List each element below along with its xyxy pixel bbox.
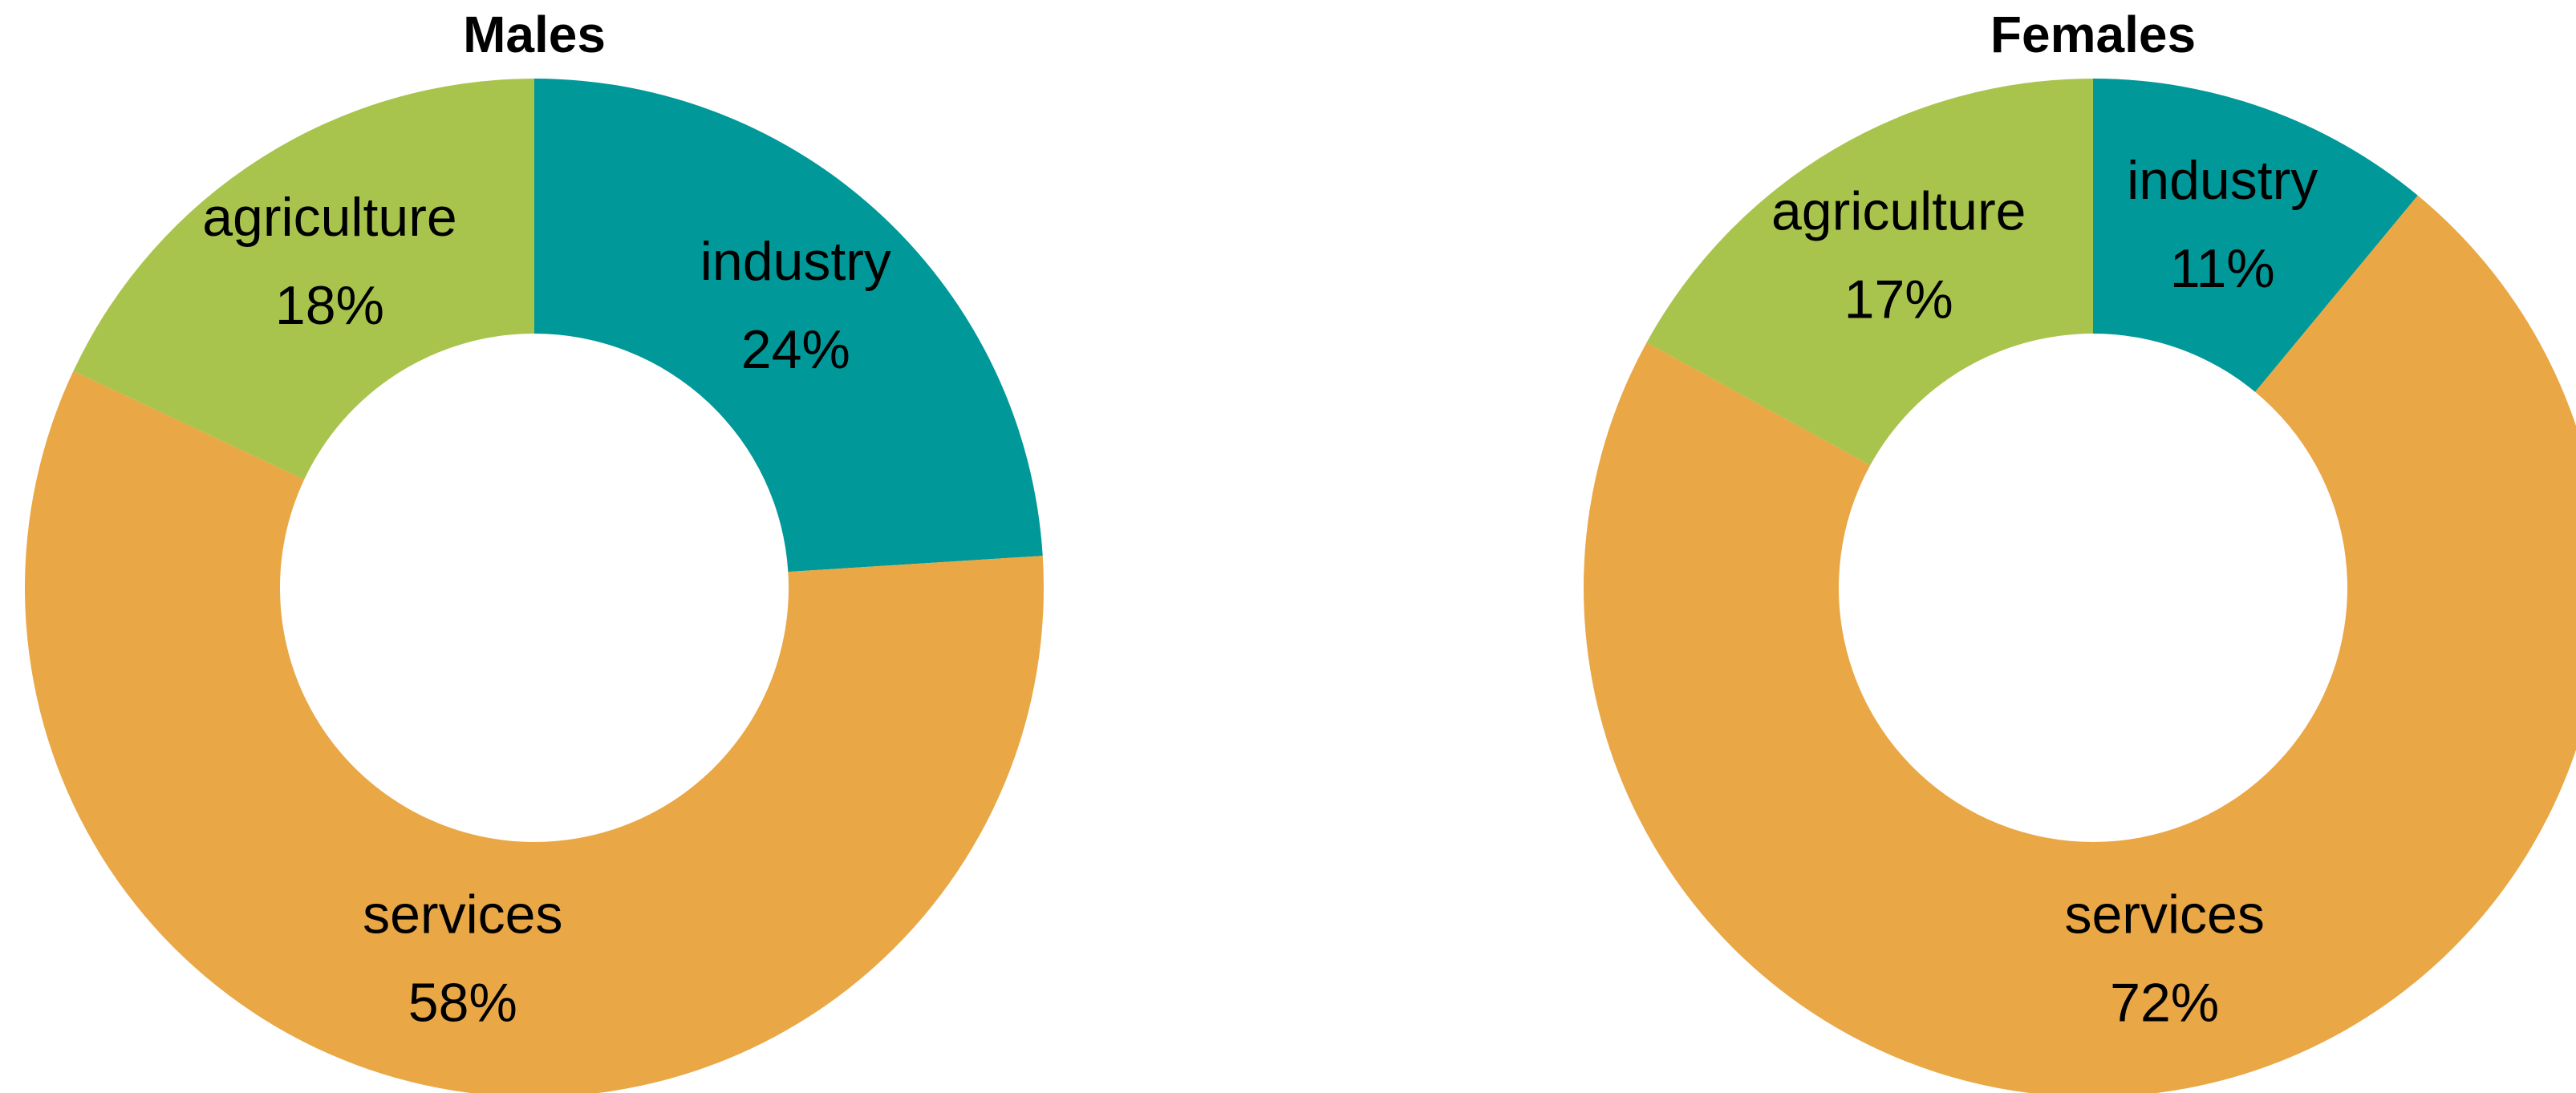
donut-slice — [73, 79, 535, 480]
chart-title: Females — [1990, 6, 2196, 63]
donut-slice — [1646, 79, 2093, 466]
slice-category-label: services — [363, 885, 562, 945]
chart-title: Males — [463, 6, 606, 63]
slice-value-label: 58% — [408, 973, 517, 1034]
slice-category-label: industry — [2127, 150, 2318, 211]
slice-value-label: 72% — [2110, 973, 2219, 1034]
donut-slice — [534, 79, 1043, 573]
donut-slice — [1584, 195, 2576, 1093]
donut-slice — [25, 370, 1045, 1093]
slice-category-label: agriculture — [1771, 180, 2026, 241]
slice-value-label: 17% — [1844, 269, 1953, 330]
slice-value-label: 18% — [275, 275, 384, 336]
slice-category-label: agriculture — [202, 187, 457, 248]
slice-value-label: 11% — [2170, 238, 2275, 299]
slice-category-label: services — [2064, 885, 2264, 945]
slice-category-label: industry — [700, 231, 891, 292]
slice-value-label: 24% — [741, 319, 850, 380]
donut-slice — [2093, 79, 2418, 392]
